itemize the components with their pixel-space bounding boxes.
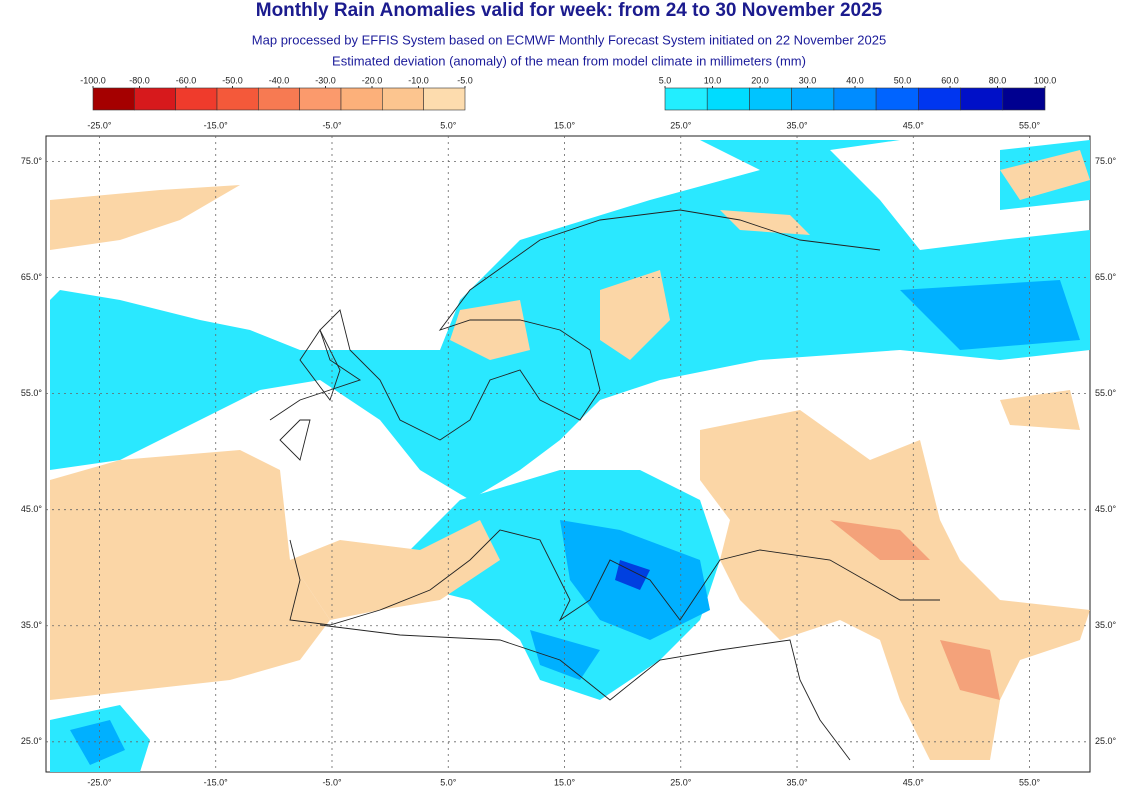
lon-label: -5.0°	[322, 777, 342, 787]
lon-label: 35.0°	[786, 120, 808, 130]
color-swatch	[875, 87, 919, 111]
color-swatch	[175, 87, 218, 111]
dry-area	[830, 520, 930, 560]
lon-label: 55.0°	[1019, 120, 1041, 130]
subtitle: Map processed by EFFIS System based on E…	[252, 32, 886, 47]
lat-label: 35.0°	[21, 620, 43, 630]
colorbar-tick-label: -60.0	[176, 75, 197, 85]
lon-label: 5.0°	[440, 120, 457, 130]
coastline	[289, 529, 940, 626]
strong-dry-areas	[830, 520, 1000, 700]
lon-label: 55.0°	[1019, 777, 1041, 787]
coastline	[269, 209, 881, 441]
colorbar-tick-label: -20.0	[362, 75, 383, 85]
dry-area	[290, 520, 500, 620]
title: Monthly Rain Anomalies valid for week: f…	[256, 0, 883, 21]
lon-label: 25.0°	[670, 777, 692, 787]
wet-area	[900, 280, 1080, 350]
color-swatch	[92, 87, 135, 111]
color-swatch	[1002, 87, 1046, 111]
color-swatch	[299, 87, 342, 111]
color-swatch	[960, 87, 1004, 111]
lon-label: -15.0°	[204, 777, 229, 787]
wet-area	[70, 720, 125, 765]
lat-label: 65.0°	[21, 272, 43, 282]
color-swatch	[216, 87, 259, 111]
color-swatch	[749, 87, 792, 111]
color-swatch	[706, 87, 750, 111]
coastline	[319, 624, 851, 761]
lat-label: 45.0°	[21, 504, 43, 514]
colorbar-tick-label: 50.0	[894, 75, 912, 85]
subtitle: Estimated deviation (anomaly) of the mea…	[332, 53, 806, 68]
lat-label: 45.0°	[1095, 504, 1117, 514]
colorbar-tick-label: -30.0	[315, 75, 336, 85]
lat-label: 25.0°	[1095, 736, 1117, 746]
lon-label: -25.0°	[87, 777, 112, 787]
color-swatch	[423, 87, 466, 111]
map	[45, 135, 1091, 773]
lat-label: 75.0°	[1095, 156, 1117, 166]
lat-label: 55.0°	[21, 388, 43, 398]
color-swatch	[258, 87, 300, 111]
lat-label: 75.0°	[21, 156, 43, 166]
dry-area	[1000, 390, 1080, 430]
lat-label: 25.0°	[21, 736, 43, 746]
lon-label: 45.0°	[903, 120, 925, 130]
dry-area	[450, 300, 530, 360]
lon-label: 5.0°	[440, 777, 457, 787]
color-swatch	[791, 87, 835, 111]
colorbar-tick-label: 40.0	[846, 75, 864, 85]
dry-area	[720, 210, 810, 235]
lon-label: 35.0°	[786, 777, 808, 787]
dry-area	[50, 185, 240, 250]
lon-label: -25.0°	[87, 120, 112, 130]
lat-label: 65.0°	[1095, 272, 1117, 282]
color-swatch	[382, 87, 424, 111]
dry-area	[600, 270, 670, 360]
coastline	[279, 329, 341, 461]
lon-label: 15.0°	[554, 777, 576, 787]
wet-area	[530, 630, 600, 680]
colorbar-tick-label: -5.0	[457, 75, 473, 85]
colorbar-tick-label: 5.0	[659, 75, 672, 85]
colorbar-tick-label: 100.0	[1034, 75, 1057, 85]
colorbar-tick-label: 80.0	[989, 75, 1007, 85]
color-swatch	[918, 87, 961, 111]
colorbar-tick-label: 30.0	[799, 75, 817, 85]
color-swatch	[134, 87, 176, 111]
colorbar-tick-label: -40.0	[269, 75, 290, 85]
lon-label: 15.0°	[554, 120, 576, 130]
colorbar-tick-label: 20.0	[751, 75, 769, 85]
coastlines	[269, 209, 940, 761]
color-swatch	[833, 87, 877, 111]
colorbar-tick-label: -80.0	[129, 75, 150, 85]
wet-area	[615, 560, 650, 590]
color-swatch	[664, 87, 708, 111]
dry-area	[1000, 150, 1090, 200]
colorbar-tick-label: 10.0	[704, 75, 722, 85]
dry-area	[50, 450, 330, 700]
wet-area	[50, 140, 1090, 500]
lat-label: 35.0°	[1095, 620, 1117, 630]
colorbar-tick-label: -50.0	[222, 75, 243, 85]
colorbar-tick-label: 60.0	[941, 75, 959, 85]
color-swatch	[340, 87, 383, 111]
lon-label: 25.0°	[670, 120, 692, 130]
lat-label: 55.0°	[1095, 388, 1117, 398]
lon-label: 45.0°	[903, 777, 925, 787]
lon-label: -15.0°	[204, 120, 229, 130]
lon-label: -5.0°	[322, 120, 342, 130]
dry-area	[940, 640, 1000, 700]
colorbar-tick-label: -10.0	[408, 75, 429, 85]
colorbar-tick-label: -100.0	[80, 75, 106, 85]
